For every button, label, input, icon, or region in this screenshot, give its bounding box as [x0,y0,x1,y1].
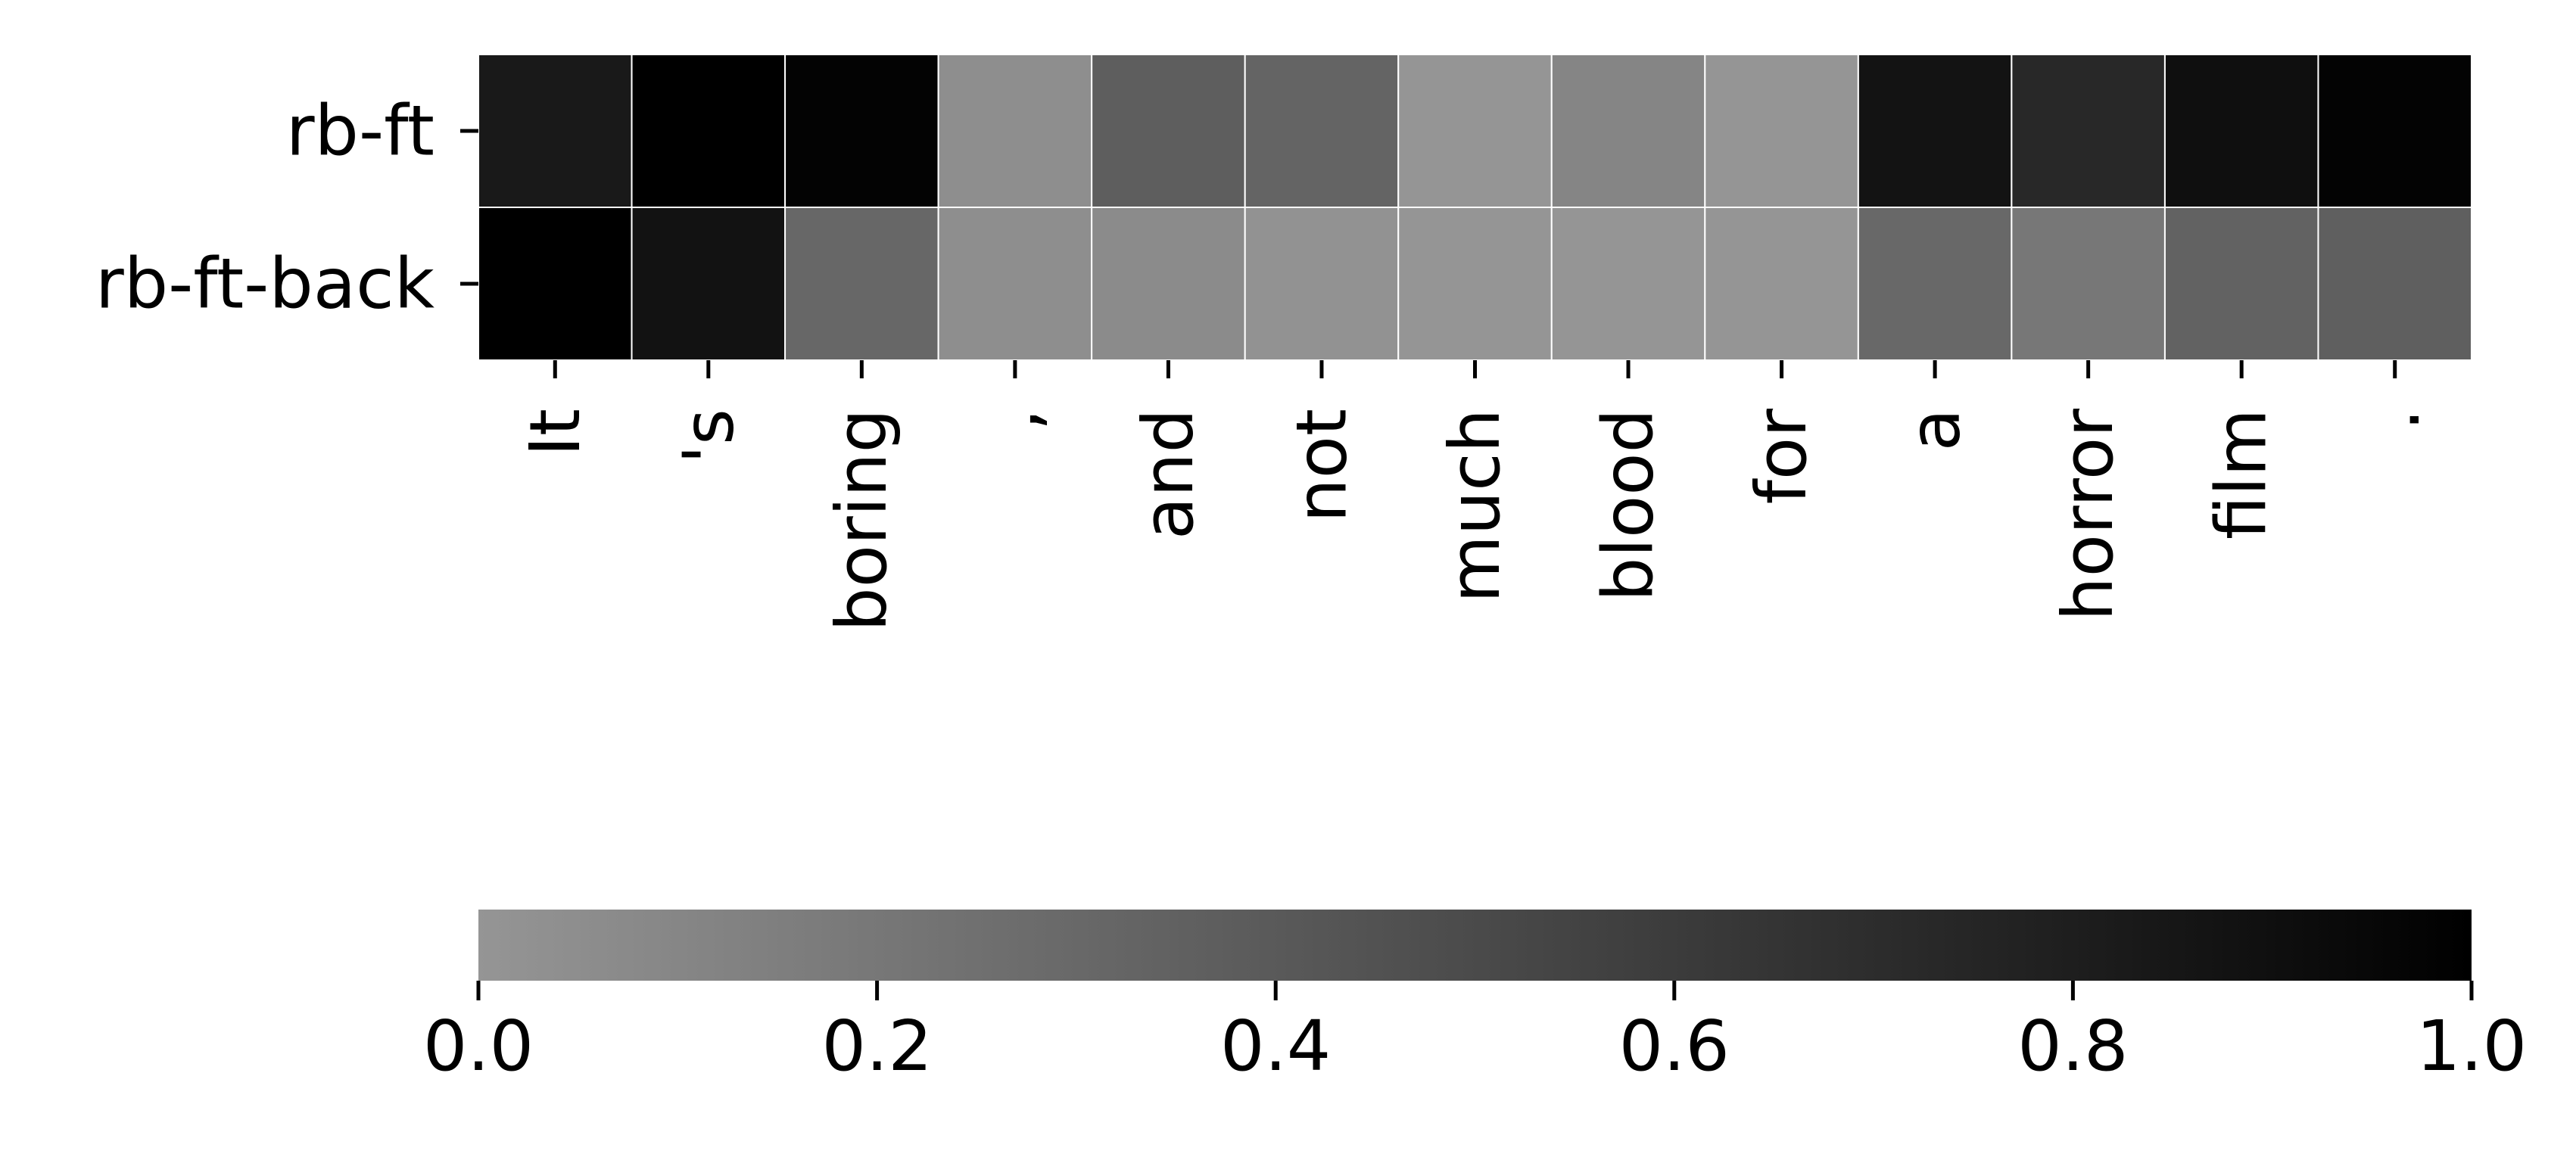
heatmap-cell [937,54,1093,208]
heatmap-cell [2317,54,2472,208]
y-tick-label: rb-ft [286,91,435,172]
heatmap-cell [1550,207,1706,361]
x-tick-label: not [1281,409,1362,523]
colorbar-tick-label: 0.6 [1619,1006,1730,1087]
x-tick-label: a [1895,409,1976,451]
heatmap-cell [2011,207,2166,361]
colorbar-gradient [478,910,2472,981]
heatmap-cell [1091,54,1246,208]
heatmap-cell [784,207,939,361]
heatmap-cells [478,54,2472,361]
colorbar-tick-label: 0.8 [2017,1006,2128,1087]
x-tick-label: for [1741,409,1822,505]
heatmap-cell [1397,207,1553,361]
heatmap-cell [2011,54,2166,208]
heatmap-cell [1704,54,1859,208]
heatmap-cell [1550,54,1706,208]
heatmap-cell [1244,207,1400,361]
heatmap-cell [2317,207,2472,361]
x-tick-label: and [1128,409,1209,540]
colorbar-tick-label: 1.0 [2416,1006,2527,1087]
x-tick-label: much [1434,409,1515,603]
heatmap-cell [2163,207,2319,361]
y-axis: rb-ft rb-ft-back [95,91,478,325]
x-tick-label: It [515,409,596,456]
y-tick-label: rb-ft-back [95,244,435,325]
heatmap-cell [1857,207,2013,361]
heatmap-cell [1397,54,1553,208]
heatmap-cell [1091,207,1246,361]
colorbar-tick-label: 0.4 [1220,1006,1331,1087]
heatmap-cell [478,54,633,208]
x-tick-label: . [2354,409,2435,431]
heatmap-cell [2163,54,2319,208]
x-axis: It 's boring, and not much blood for a horror film… [515,360,2435,632]
colorbar-tick-label: 0.0 [423,1006,534,1087]
x-tick-label: 's [668,409,749,464]
heatmap-cell [478,207,633,361]
heatmap-cell [1857,54,2013,208]
heatmap-cell [631,207,787,361]
heatmap-cell [784,54,939,208]
x-tick-label: , [974,409,1055,431]
x-tick-label: horror [2048,409,2129,621]
x-tick-label: film [2201,409,2282,540]
x-tick-label: blood [1588,409,1669,602]
heatmap-cell [1244,54,1400,208]
colorbar-tick-label: 0.2 [821,1006,932,1087]
heatmap-cell [1704,207,1859,361]
colorbar: 0.0 0.2 0.4 0.6 0.8 1.0 [423,910,2527,1087]
heatmap-cell [937,207,1093,361]
heatmap-cell [631,54,787,208]
x-tick-label: boring [821,409,902,632]
